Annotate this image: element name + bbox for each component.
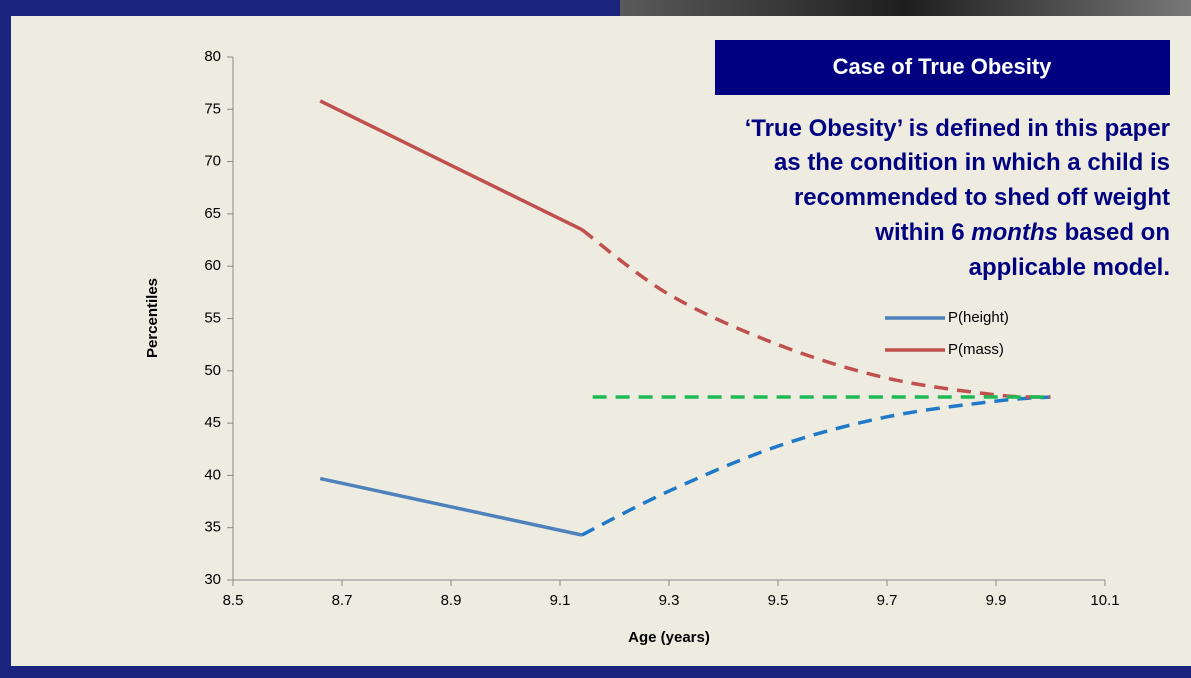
y-tick-label: 65	[204, 205, 221, 222]
x-axis-label: Age (years)	[628, 629, 710, 646]
legend-label: P(mass)	[948, 341, 1004, 358]
note: based on	[1058, 219, 1170, 246]
x-tick-label: 8.5	[223, 592, 244, 609]
note: as the condition in which a child is	[774, 149, 1170, 176]
y-tick-label: 45	[204, 414, 221, 431]
note: ‘True Obesity’ is defined in this paper	[745, 115, 1170, 142]
y-tick-label: 55	[204, 309, 221, 326]
note: within 6	[874, 219, 971, 246]
x-tick-label: 8.9	[441, 592, 462, 609]
x-tick-label: 10.1	[1090, 592, 1119, 609]
x-tick-label: 9.9	[986, 592, 1007, 609]
note-emphasis: months	[971, 219, 1058, 246]
x-tick-label: 9.5	[768, 592, 789, 609]
note: recommended to shed off weight	[794, 184, 1170, 211]
y-axis-label: Percentiles	[144, 278, 161, 358]
y-tick-label: 35	[204, 519, 221, 536]
slide: Case of True Obesity ‘True Obesity’ is d…	[0, 0, 1191, 673]
y-tick-label: 70	[204, 153, 221, 170]
y-tick-label: 50	[204, 362, 221, 379]
legend-label: P(height)	[948, 309, 1009, 326]
page: Case of True Obesity ‘True Obesity’ is d…	[0, 0, 1191, 673]
chart-title: Case of True Obesity	[833, 54, 1053, 79]
x-tick-label: 8.7	[332, 592, 353, 609]
y-tick-label: 75	[204, 100, 221, 117]
y-tick-label: 30	[204, 571, 221, 588]
photo-strip	[620, 0, 1191, 16]
note: applicable model.	[969, 254, 1170, 281]
y-tick-label: 80	[204, 48, 221, 65]
y-tick-label: 60	[204, 257, 221, 274]
y-tick-label: 40	[204, 466, 221, 483]
x-tick-label: 9.1	[550, 592, 571, 609]
note: within 6 months based on	[874, 219, 1170, 246]
x-tick-label: 9.3	[659, 592, 680, 609]
panel	[11, 16, 1191, 666]
x-tick-label: 9.7	[877, 592, 898, 609]
